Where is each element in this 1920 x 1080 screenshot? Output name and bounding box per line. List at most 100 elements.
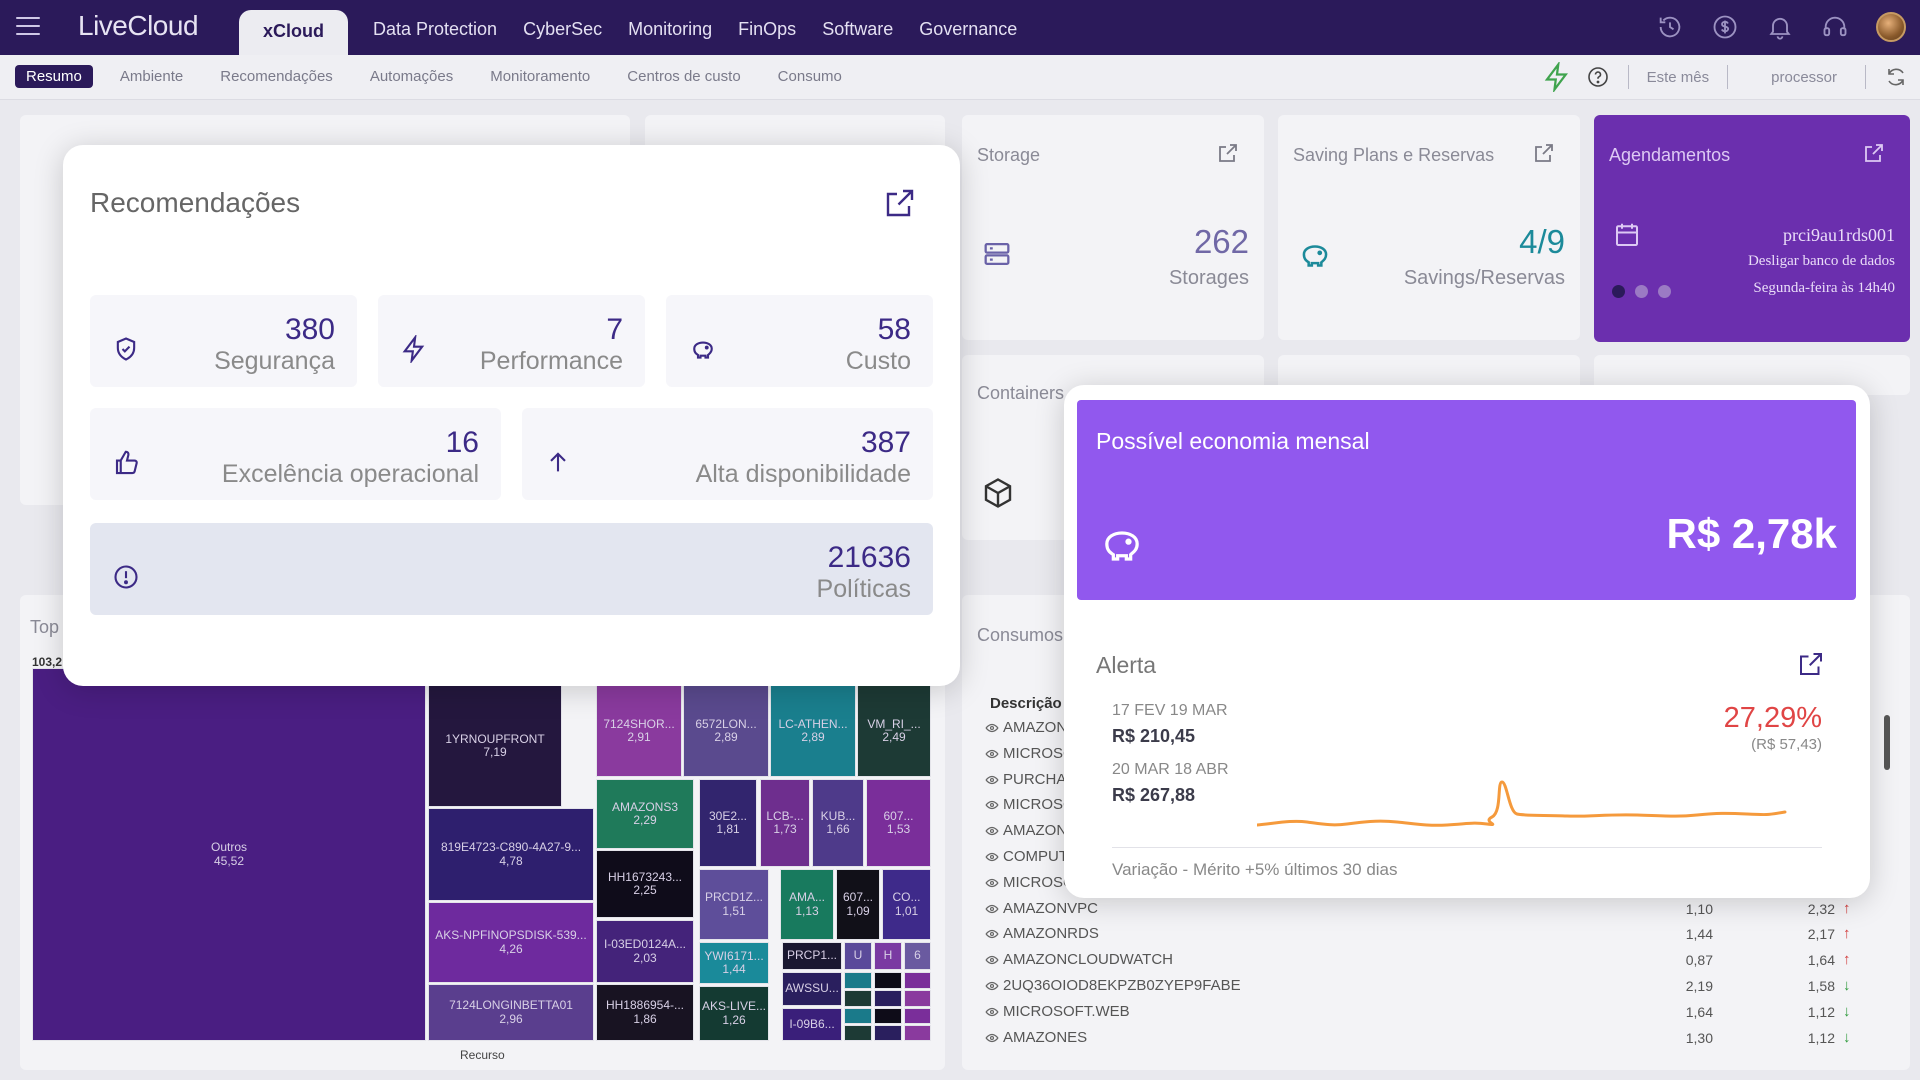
treemap-tile[interactable]: U xyxy=(844,942,872,970)
treemap-tile[interactable]: YWI6171... 1,44 xyxy=(699,942,769,984)
treemap-tile[interactable]: I-09B6... xyxy=(782,1008,842,1041)
treemap-tile[interactable]: AMAZONS3 2,29 xyxy=(596,779,694,849)
dollar-icon[interactable] xyxy=(1711,13,1739,41)
eye-icon[interactable] xyxy=(985,824,999,838)
treemap-tile[interactable]: 6572LON... 2,89 xyxy=(683,685,769,777)
treemap-tile[interactable]: Outros 45,52 xyxy=(32,668,426,1041)
treemap-tile[interactable] xyxy=(904,1025,931,1041)
treemap-tile[interactable]: AMA... 1,13 xyxy=(780,869,834,940)
treemap-tile[interactable]: I-03ED0124A... 2,03 xyxy=(596,920,694,983)
performance-tile[interactable]: 7 Performance xyxy=(378,295,645,387)
tab-finops[interactable]: FinOps xyxy=(738,19,797,39)
treemap-tile[interactable] xyxy=(844,990,872,1007)
table-row[interactable]: AMAZONVPC 1,10 2,32 ↑ xyxy=(985,898,1875,922)
treemap-tile[interactable]: LCB-... 1,73 xyxy=(760,779,810,867)
eye-icon[interactable] xyxy=(985,876,999,890)
treemap-tile[interactable]: PRCP1... xyxy=(782,942,842,970)
treemap-tile[interactable]: KUB... 1,66 xyxy=(812,779,864,867)
subtab-centros-de-custo[interactable]: Centros de custo xyxy=(627,68,741,85)
external-link-icon[interactable] xyxy=(1532,141,1556,165)
subtab-consumo[interactable]: Consumo xyxy=(777,68,842,85)
treemap-tile[interactable]: 7124SHOR... 2,91 xyxy=(596,685,682,777)
table-row[interactable]: PURCHAS xyxy=(985,769,1875,793)
external-link-icon[interactable] xyxy=(1796,649,1826,679)
table-row[interactable]: AMAZONES 1,30 1,12 ↓ xyxy=(985,1027,1875,1051)
eye-icon[interactable] xyxy=(985,747,999,761)
help-icon[interactable] xyxy=(1586,65,1610,89)
treemap-tile[interactable]: AKS-NPFINOPSDISK-539... 4,26 xyxy=(428,902,594,983)
tab-governance[interactable]: Governance xyxy=(919,19,1018,39)
treemap-tile[interactable] xyxy=(844,1008,872,1024)
treemap-tile[interactable]: HH1673243... 2,25 xyxy=(596,850,694,918)
treemap-tile[interactable]: 819E4723-C890-4A27-9... 4,78 xyxy=(428,808,594,901)
treemap-tile[interactable]: 607... 1,53 xyxy=(866,779,931,867)
tab-cybersec[interactable]: CyberSec xyxy=(523,19,603,39)
treemap-tile[interactable]: 607... 1,09 xyxy=(836,869,880,940)
eye-icon[interactable] xyxy=(985,798,999,812)
treemap-tile[interactable]: AKS-LIVE... 1,26 xyxy=(699,986,769,1041)
treemap-tile[interactable] xyxy=(904,1008,931,1024)
user-avatar[interactable] xyxy=(1876,12,1906,42)
cost-tile[interactable]: 58 Custo xyxy=(666,295,933,387)
policies-tile[interactable]: 21636 Políticas xyxy=(90,523,933,615)
tab-xcloud[interactable]: xCloud xyxy=(239,10,348,55)
subtab-automacoes[interactable]: Automações xyxy=(369,68,454,85)
treemap-tile[interactable]: 6 xyxy=(904,942,931,970)
treemap-tile[interactable] xyxy=(904,990,931,1007)
treemap-tile[interactable] xyxy=(874,990,902,1007)
treemap-tile[interactable] xyxy=(844,972,872,989)
treemap-tile[interactable] xyxy=(904,972,931,989)
monthly-savings-card[interactable]: Possível economia mensal R$ 2,78k xyxy=(1077,400,1856,600)
bell-icon[interactable] xyxy=(1766,13,1794,41)
subtab-ambiente[interactable]: Ambiente xyxy=(119,68,184,85)
treemap-tile[interactable]: CO... 1,01 xyxy=(882,869,931,940)
table-row[interactable]: AMAZONCLOUDWATCH 0,87 1,64 ↑ xyxy=(985,949,1875,973)
carousel-dot[interactable] xyxy=(1658,285,1671,298)
scrollbar[interactable] xyxy=(1884,715,1890,770)
table-row[interactable]: 2UQ36OIOD8EKPZB0ZYEP9FABE 2,19 1,58 ↓ xyxy=(985,975,1875,999)
treemap-tile[interactable]: 30E2... 1,81 xyxy=(699,779,757,867)
subtab-monitoramento[interactable]: Monitoramento xyxy=(490,68,591,85)
operational-excellence-tile[interactable]: 16 Excelência operacional xyxy=(90,408,501,500)
treemap-tile[interactable]: HH1886954-... 1,86 xyxy=(596,984,694,1041)
eye-icon[interactable] xyxy=(985,721,999,735)
eye-icon[interactable] xyxy=(985,1005,999,1019)
eye-icon[interactable] xyxy=(985,902,999,916)
treemap-tile[interactable]: LC-ATHEN... 2,89 xyxy=(770,685,856,777)
eye-icon[interactable] xyxy=(985,1031,999,1045)
tab-data-protection[interactable]: Data Protection xyxy=(373,19,498,39)
tab-monitoring[interactable]: Monitoring xyxy=(628,19,713,39)
savings-card[interactable]: Saving Plans e Reservas 4/9 Savings/Rese… xyxy=(1278,115,1580,340)
treemap-tile[interactable] xyxy=(874,972,902,989)
external-link-icon[interactable] xyxy=(1862,141,1886,165)
treemap-tile[interactable] xyxy=(874,1025,902,1041)
table-row[interactable]: MICROSOFT.WEB 1,64 1,12 ↓ xyxy=(985,1001,1875,1025)
subtab-resumo[interactable]: Resumo xyxy=(15,65,93,88)
eye-icon[interactable] xyxy=(985,773,999,787)
subtab-recomendacoes[interactable]: Recomendações xyxy=(220,68,333,85)
eye-icon[interactable] xyxy=(985,953,999,967)
headset-icon[interactable] xyxy=(1821,13,1849,41)
treemap-tile[interactable]: AWSSU... xyxy=(782,972,842,1006)
refresh-icon[interactable] xyxy=(1884,65,1908,89)
eye-icon[interactable] xyxy=(985,850,999,864)
filter-selector[interactable]: processor xyxy=(1771,68,1837,86)
external-link-icon[interactable] xyxy=(882,185,918,221)
eye-icon[interactable] xyxy=(985,979,999,993)
security-tile[interactable]: 380 Segurança xyxy=(90,295,357,387)
livecloud-logo[interactable]: LiveCloud xyxy=(78,10,199,41)
treemap-tile[interactable]: VM_RI_... 2,49 xyxy=(857,685,931,777)
carousel-dot[interactable] xyxy=(1612,285,1625,298)
treemap-tile[interactable]: 1YRNOUPFRONT 7,19 xyxy=(428,685,562,807)
table-row[interactable]: AMAZONRDS 1,44 2,17 ↑ xyxy=(985,923,1875,947)
high-availability-tile[interactable]: 387 Alta disponibilidade xyxy=(522,408,933,500)
treemap-tile[interactable]: PRCD1Z... 1,51 xyxy=(699,869,769,940)
eye-icon[interactable] xyxy=(985,927,999,941)
storage-card[interactable]: Storage 262 Storages xyxy=(962,115,1264,340)
period-selector[interactable]: Este mês xyxy=(1646,68,1710,86)
treemap-tile[interactable]: 7124LONGINBETTA01 2,96 xyxy=(428,984,594,1041)
lightning-icon[interactable] xyxy=(1542,62,1572,92)
treemap-tile[interactable]: H xyxy=(874,942,902,970)
menu-icon[interactable] xyxy=(16,17,40,37)
treemap-tile[interactable] xyxy=(874,1008,902,1024)
